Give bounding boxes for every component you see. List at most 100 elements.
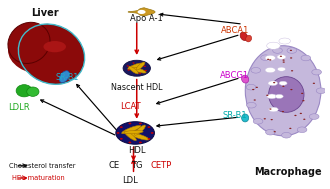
Ellipse shape — [297, 127, 307, 132]
Ellipse shape — [139, 123, 142, 124]
Ellipse shape — [116, 122, 154, 144]
Text: ABCA1: ABCA1 — [221, 26, 249, 35]
Ellipse shape — [269, 108, 272, 110]
Ellipse shape — [290, 50, 292, 51]
Ellipse shape — [138, 10, 146, 14]
Ellipse shape — [281, 132, 291, 138]
Text: Liver: Liver — [31, 8, 59, 18]
Ellipse shape — [254, 99, 256, 101]
Ellipse shape — [124, 131, 136, 141]
Ellipse shape — [302, 100, 305, 101]
Ellipse shape — [8, 26, 82, 75]
Ellipse shape — [139, 142, 142, 143]
Ellipse shape — [316, 88, 326, 94]
Ellipse shape — [122, 125, 141, 134]
Text: SR-B1: SR-B1 — [56, 73, 79, 82]
Ellipse shape — [273, 48, 282, 53]
Text: ABCG1: ABCG1 — [220, 71, 249, 80]
Ellipse shape — [128, 142, 131, 143]
Ellipse shape — [148, 138, 150, 140]
Text: HDL: HDL — [128, 146, 146, 155]
Ellipse shape — [131, 67, 146, 73]
Ellipse shape — [151, 132, 154, 134]
Ellipse shape — [313, 83, 315, 84]
Ellipse shape — [273, 82, 275, 83]
Ellipse shape — [277, 55, 286, 59]
Polygon shape — [128, 8, 155, 16]
Ellipse shape — [268, 81, 278, 86]
Ellipse shape — [253, 119, 263, 124]
Ellipse shape — [290, 89, 292, 90]
Ellipse shape — [242, 75, 249, 83]
Ellipse shape — [128, 69, 130, 71]
Ellipse shape — [127, 65, 129, 67]
Text: CE: CE — [109, 161, 120, 170]
Ellipse shape — [139, 73, 141, 74]
Ellipse shape — [278, 67, 285, 71]
Ellipse shape — [123, 60, 150, 76]
Text: LDL: LDL — [122, 176, 138, 185]
Ellipse shape — [135, 125, 146, 135]
Text: CETP: CETP — [150, 161, 172, 170]
Ellipse shape — [19, 24, 84, 84]
Ellipse shape — [282, 59, 285, 61]
Ellipse shape — [303, 119, 306, 120]
Ellipse shape — [120, 138, 123, 140]
Ellipse shape — [16, 85, 32, 97]
Ellipse shape — [116, 132, 119, 134]
Ellipse shape — [280, 56, 282, 57]
Text: Cholesterol transfer: Cholesterol transfer — [9, 163, 75, 169]
Ellipse shape — [59, 71, 70, 83]
Ellipse shape — [282, 86, 284, 87]
Ellipse shape — [247, 102, 256, 108]
Ellipse shape — [290, 57, 292, 59]
Ellipse shape — [312, 69, 321, 75]
Ellipse shape — [145, 70, 147, 71]
Ellipse shape — [251, 67, 261, 73]
Ellipse shape — [246, 35, 251, 42]
Ellipse shape — [267, 94, 277, 99]
Ellipse shape — [240, 32, 248, 40]
Ellipse shape — [8, 22, 50, 64]
Ellipse shape — [300, 113, 302, 114]
Ellipse shape — [289, 128, 291, 129]
Ellipse shape — [287, 48, 297, 53]
Ellipse shape — [144, 66, 146, 67]
Ellipse shape — [265, 67, 275, 73]
Ellipse shape — [128, 123, 131, 124]
Text: Apo A-1: Apo A-1 — [130, 14, 163, 23]
Ellipse shape — [264, 118, 266, 119]
Ellipse shape — [148, 126, 150, 128]
Ellipse shape — [266, 95, 268, 96]
Text: LCAT: LCAT — [120, 102, 141, 111]
Ellipse shape — [279, 38, 290, 44]
Ellipse shape — [279, 81, 287, 85]
Ellipse shape — [245, 46, 321, 136]
Ellipse shape — [129, 133, 149, 140]
Ellipse shape — [128, 63, 143, 70]
Ellipse shape — [267, 59, 269, 60]
Ellipse shape — [132, 62, 135, 64]
Ellipse shape — [275, 94, 283, 98]
Ellipse shape — [282, 111, 284, 112]
Ellipse shape — [261, 55, 270, 60]
Text: HDL maturation: HDL maturation — [12, 175, 64, 181]
Ellipse shape — [44, 41, 66, 52]
Ellipse shape — [252, 89, 254, 90]
Ellipse shape — [309, 114, 319, 119]
Ellipse shape — [265, 55, 275, 60]
Ellipse shape — [291, 70, 293, 71]
Ellipse shape — [271, 119, 273, 120]
Ellipse shape — [256, 87, 258, 88]
Ellipse shape — [242, 114, 249, 122]
Ellipse shape — [274, 131, 276, 132]
Text: SR-B1: SR-B1 — [222, 111, 247, 120]
Ellipse shape — [282, 61, 285, 63]
Text: Nascent HDL: Nascent HDL — [111, 83, 162, 92]
Text: Macrophage: Macrophage — [254, 167, 322, 177]
Ellipse shape — [27, 87, 39, 96]
Ellipse shape — [267, 42, 280, 49]
Ellipse shape — [301, 93, 303, 94]
Text: TG: TG — [131, 161, 143, 170]
Ellipse shape — [129, 66, 138, 74]
